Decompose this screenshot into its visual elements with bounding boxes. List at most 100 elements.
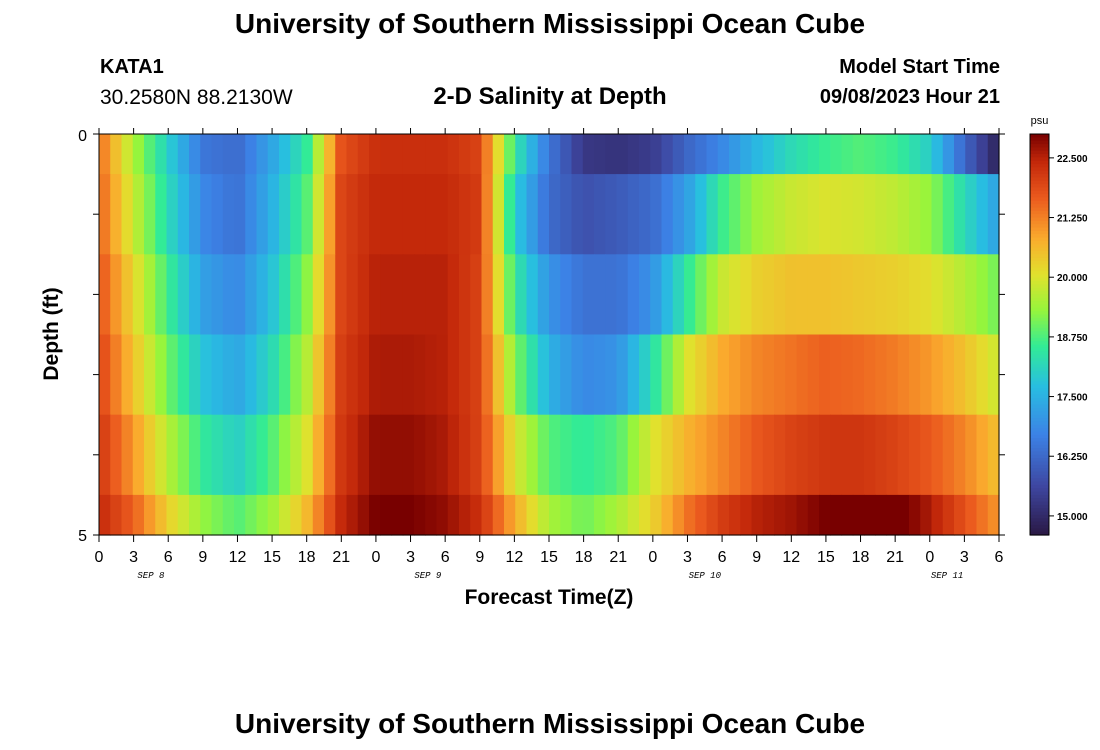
heatmap-cell bbox=[166, 254, 179, 336]
colorbar-segment bbox=[1030, 247, 1049, 252]
heatmap-cell bbox=[571, 414, 584, 496]
heatmap-cell bbox=[672, 134, 685, 175]
colorbar-segment bbox=[1030, 180, 1049, 185]
x-tick-label: 12 bbox=[505, 549, 523, 566]
colorbar-segment bbox=[1030, 214, 1049, 219]
heatmap-cell bbox=[717, 494, 730, 536]
heatmap-cell bbox=[459, 494, 471, 536]
colorbar-segment bbox=[1030, 197, 1049, 202]
heatmap-cell bbox=[942, 414, 955, 496]
x-tick-label: 18 bbox=[575, 549, 593, 566]
heatmap-cell bbox=[380, 494, 393, 536]
colorbar-segment bbox=[1030, 401, 1049, 406]
heatmap-cell bbox=[661, 494, 674, 536]
heatmap-cell bbox=[290, 254, 303, 336]
heatmap-cell bbox=[121, 174, 134, 255]
colorbar-segment bbox=[1030, 184, 1049, 189]
heatmap-cell bbox=[200, 254, 213, 336]
heatmap-cell bbox=[312, 174, 325, 255]
heatmap-cell bbox=[222, 134, 235, 175]
x-tick-label: 15 bbox=[540, 549, 558, 566]
heatmap-cell bbox=[335, 174, 348, 255]
heatmap-cell bbox=[695, 134, 708, 175]
heatmap-cell bbox=[391, 254, 404, 336]
heatmap-cell bbox=[661, 134, 674, 175]
heatmap-cell bbox=[470, 414, 483, 496]
heatmap-cell bbox=[762, 414, 775, 496]
heatmap-cell bbox=[785, 334, 798, 416]
heatmap-cell bbox=[582, 494, 595, 536]
heatmap-cell bbox=[234, 254, 246, 336]
colorbar-segment bbox=[1030, 327, 1049, 332]
heatmap-cell bbox=[909, 254, 921, 336]
heatmap-cell bbox=[436, 414, 449, 496]
heatmap-cell bbox=[369, 414, 381, 496]
colorbar-segment bbox=[1030, 484, 1049, 489]
heatmap-cell bbox=[144, 414, 156, 496]
heatmap-cell bbox=[976, 254, 989, 336]
heatmap-cell bbox=[830, 134, 843, 175]
colorbar-segment bbox=[1030, 304, 1049, 309]
heatmap-cell bbox=[470, 174, 483, 255]
heatmap-cell bbox=[312, 254, 325, 336]
heatmap-cell bbox=[346, 254, 359, 336]
heatmap-cell bbox=[796, 334, 809, 416]
heatmap-cell bbox=[774, 254, 786, 336]
heatmap-cell bbox=[942, 134, 955, 175]
heatmap-cell bbox=[987, 134, 1000, 175]
heatmap-cell bbox=[650, 174, 663, 255]
heatmap-cell bbox=[346, 134, 359, 175]
colorbar-segment bbox=[1030, 491, 1049, 496]
heatmap-cell bbox=[942, 174, 955, 255]
heatmap-cell bbox=[729, 414, 741, 496]
colorbar-segment bbox=[1030, 164, 1049, 169]
colorbar-segment bbox=[1030, 317, 1049, 322]
colorbar-segment bbox=[1030, 250, 1049, 255]
heatmap-cell bbox=[380, 334, 393, 416]
heatmap-cell bbox=[189, 134, 201, 175]
heatmap-cell bbox=[605, 334, 618, 416]
heatmap-cell bbox=[380, 414, 393, 496]
heatmap-cell bbox=[402, 174, 415, 255]
heatmap-cell bbox=[830, 334, 843, 416]
heatmap-cell bbox=[762, 494, 775, 536]
colorbar-segment bbox=[1030, 468, 1049, 473]
heatmap-cell bbox=[785, 134, 798, 175]
heatmap-cell bbox=[684, 134, 696, 175]
heatmap-cell bbox=[504, 414, 516, 496]
heatmap-cell bbox=[369, 254, 381, 336]
colorbar-segment bbox=[1030, 448, 1049, 453]
heatmap-cell bbox=[897, 414, 910, 496]
x-tick-label: 9 bbox=[198, 549, 207, 566]
heatmap-cell bbox=[526, 414, 539, 496]
heatmap-cell bbox=[470, 254, 483, 336]
heatmap-cell bbox=[751, 254, 764, 336]
heatmap-cell bbox=[470, 334, 483, 416]
heatmap-cell bbox=[965, 414, 978, 496]
colorbar-segment bbox=[1030, 488, 1049, 493]
heatmap-cell bbox=[661, 414, 674, 496]
heatmap-cell bbox=[515, 414, 528, 496]
heatmap-cell bbox=[402, 414, 415, 496]
heatmap-cell bbox=[695, 334, 708, 416]
heatmap-cell bbox=[110, 414, 123, 496]
heatmap-cell bbox=[717, 134, 730, 175]
heatmap-cell bbox=[312, 494, 325, 536]
x-tick-label: 21 bbox=[332, 549, 350, 566]
heatmap-cell bbox=[751, 174, 764, 255]
heatmap-cell bbox=[875, 414, 888, 496]
heatmap-cell bbox=[447, 414, 460, 496]
heatmap-cell bbox=[481, 414, 494, 496]
heatmap-cell bbox=[830, 494, 843, 536]
colorbar-segment bbox=[1030, 347, 1049, 352]
heatmap-cell bbox=[335, 134, 348, 175]
heatmap-cell bbox=[155, 334, 168, 416]
colorbar-segment bbox=[1030, 217, 1049, 222]
heatmap-cell bbox=[459, 254, 471, 336]
heatmap-cell bbox=[222, 174, 235, 255]
heatmap-cell bbox=[132, 254, 145, 336]
station-coordinates: 30.2580N 88.2130W bbox=[100, 86, 293, 109]
colorbar-segment bbox=[1030, 297, 1049, 302]
heatmap-cell bbox=[695, 174, 708, 255]
colorbar-segment bbox=[1030, 514, 1049, 519]
